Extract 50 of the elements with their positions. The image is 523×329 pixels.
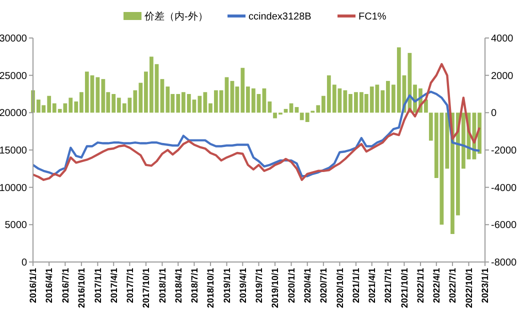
y2-tick-label: 2000: [491, 70, 514, 82]
x-tick-label: 2019/7/1: [254, 268, 264, 304]
y2-tick-label: -4000: [491, 182, 518, 194]
bar: [224, 77, 229, 113]
x-tick-label: 2021/4/1: [367, 268, 378, 304]
y-tick-label: 30000: [0, 34, 28, 44]
x-tick-label: 2019/10/1: [270, 268, 280, 308]
x-tick-label: 2016/4/1: [44, 268, 54, 304]
x-tick-label: 2022/4/1: [432, 268, 442, 304]
x-tick-label: 2017/10/1: [141, 268, 152, 308]
y-tick-label: 5000: [4, 220, 28, 232]
x-tick-label: 2022/7/1: [448, 268, 458, 304]
x-tick-label: 2023/1/1: [480, 268, 490, 304]
x-tick-label: 2018/7/1: [189, 268, 200, 304]
y-tick-label: 15000: [0, 146, 28, 156]
legend-label: FC1%: [358, 12, 386, 22]
x-tick-label: 2017/1/1: [92, 268, 103, 304]
x-tick-label: 2019/4/1: [238, 268, 248, 304]
bar: [160, 79, 164, 113]
y2-tick-label: -2000: [491, 146, 518, 156]
x-tick-label: 2020/1/1: [286, 268, 296, 304]
line-series: [32, 90, 481, 178]
x-tick-label: 2021/1/1: [351, 268, 362, 304]
x-tick-label: 2016/7/1: [60, 268, 70, 304]
line-series: [32, 63, 481, 181]
x-tick-label: 2017/7/1: [124, 268, 135, 304]
legend-label: 价差（内-外）: [144, 10, 208, 22]
x-tick-label: 2020/4/1: [302, 268, 312, 304]
x-tick-label: 2020/10/1: [334, 268, 345, 308]
y2-tick-label: -6000: [491, 220, 518, 232]
x-tick-label: 2018/10/1: [206, 268, 216, 308]
y-tick-label: 25000: [0, 70, 28, 82]
x-tick-label: 2018/1/1: [157, 268, 168, 304]
y-tick-label: 0: [21, 258, 28, 268]
x-tick-label: 2018/4/1: [173, 268, 184, 304]
y-tick-label: 10000: [0, 182, 28, 194]
y2-tick-label: -8000: [491, 258, 518, 268]
x-tick-label: 2016/10/1: [76, 268, 87, 308]
x-tick-label: 2019/1/1: [222, 268, 232, 304]
x-tick-label: 2021/10/1: [399, 268, 410, 308]
x-tick-label: 2022/1/1: [416, 268, 426, 304]
x-tick-label: 2016/1/1: [28, 268, 38, 304]
y-tick-label: 20000: [0, 108, 28, 120]
x-tick-label: 2022/10/1: [464, 268, 474, 308]
x-tick-label: 2020/7/1: [318, 268, 329, 304]
x-tick-label: 2017/4/1: [108, 268, 119, 304]
y2-tick-label: 4000: [491, 34, 514, 44]
y2-tick-label: 0: [491, 108, 497, 120]
legend-label: ccindex3128B: [248, 12, 312, 22]
x-tick-label: 2021/7/1: [383, 268, 394, 304]
